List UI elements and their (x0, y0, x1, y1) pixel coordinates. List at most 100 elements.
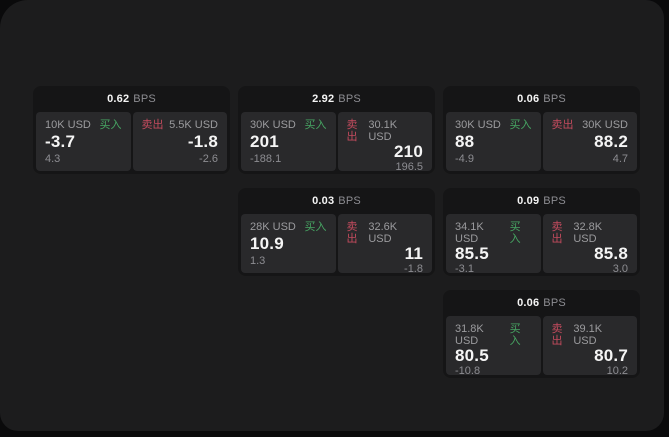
buy-price: 80.5 (455, 346, 489, 365)
quote-panels: 30K USD 买入 201 -188.1 卖出 30.1K USD 210 1… (238, 112, 435, 174)
buy-delta: -4.9 (455, 153, 474, 165)
buy-price: 201 (250, 132, 279, 151)
sell-panel[interactable]: 卖出 32.6K USD 11 -1.8 (337, 214, 432, 275)
sell-amount: 39.1K USD (573, 323, 603, 347)
sell-price: 210 (394, 142, 423, 161)
buy-side-label: 买入 (509, 119, 532, 131)
sell-side-label: 卖出 (346, 221, 358, 245)
bps-unit-label: BPS (543, 195, 566, 207)
sell-panel[interactable]: 卖出 30K USD 88.2 4.7 (542, 112, 637, 171)
sell-delta: 4.7 (612, 153, 628, 165)
sell-price: 88.2 (594, 132, 628, 151)
quote-panels: 10K USD 买入 -3.7 4.3 卖出 5.5K USD -1.8 -2.… (33, 112, 230, 174)
buy-panel[interactable]: 28K USD 买入 10.9 1.3 (241, 214, 336, 273)
sell-panel-header: 卖出 32.8K USD (552, 221, 629, 245)
bps-unit-label: BPS (543, 297, 566, 309)
sell-delta: 196.5 (395, 161, 423, 173)
quote-panels: 30K USD 买入 88 -4.9 卖出 30K USD 88.2 4.7 (443, 112, 640, 174)
quote-card: 0.09 BPS 34.1K USD 买入 85.5 -3.1 卖出 32.8K … (443, 188, 640, 276)
buy-side-label: 买入 (304, 221, 327, 233)
bps-unit-label: BPS (338, 195, 361, 207)
sell-delta: 10.2 (606, 365, 628, 377)
buy-delta: -3.1 (455, 263, 474, 275)
buy-price: 88 (455, 132, 475, 151)
bps-value: 0.62 (107, 93, 130, 105)
card-header: 2.92 BPS (238, 86, 435, 112)
buy-price: 10.9 (250, 234, 284, 253)
buy-amount: 30K USD (455, 119, 501, 131)
sell-panel-header: 卖出 32.6K USD (347, 221, 424, 245)
sell-amount: 32.8K USD (573, 221, 603, 245)
buy-delta: -188.1 (250, 153, 282, 165)
buy-panel[interactable]: 30K USD 买入 88 -4.9 (446, 112, 541, 171)
bps-value: 0.09 (517, 195, 540, 207)
buy-amount: 34.1K USD (455, 221, 484, 245)
buy-panel-header: 34.1K USD 买入 (455, 221, 532, 245)
sell-price: 80.7 (594, 346, 628, 365)
sell-side-label: 卖出 (141, 119, 164, 131)
sell-price: 85.8 (594, 244, 628, 263)
quotes-panel-window: 0.62 BPS 10K USD 买入 -3.7 4.3 卖出 5.5K USD … (0, 0, 664, 431)
sell-panel[interactable]: 卖出 39.1K USD 80.7 10.2 (542, 316, 637, 377)
quote-card: 0.06 BPS 30K USD 买入 88 -4.9 卖出 30K USD 88… (443, 86, 640, 174)
sell-amount: 30K USD (582, 119, 628, 131)
sell-panel[interactable]: 卖出 5.5K USD -1.8 -2.6 (132, 112, 227, 171)
sell-amount: 32.6K USD (368, 221, 398, 245)
sell-delta: -2.6 (199, 153, 218, 165)
quote-panels: 28K USD 买入 10.9 1.3 卖出 32.6K USD 11 -1.8 (238, 214, 435, 276)
buy-panel[interactable]: 31.8K USD 买入 80.5 -10.8 (446, 316, 541, 377)
sell-delta: -1.8 (404, 263, 423, 275)
quote-panels: 31.8K USD 买入 80.5 -10.8 卖出 39.1K USD 80.… (443, 316, 640, 378)
buy-price: 85.5 (455, 244, 489, 263)
sell-side-label: 卖出 (346, 119, 358, 143)
bps-value: 0.06 (517, 297, 540, 309)
buy-panel[interactable]: 30K USD 买入 201 -188.1 (241, 112, 336, 171)
sell-panel-header: 卖出 5.5K USD (142, 119, 219, 131)
buy-amount: 31.8K USD (455, 323, 484, 347)
buy-delta: 1.3 (250, 255, 266, 267)
quote-card: 0.06 BPS 31.8K USD 买入 80.5 -10.8 卖出 39.1K… (443, 290, 640, 378)
sell-amount: 30.1K USD (368, 119, 398, 143)
quote-panels: 34.1K USD 买入 85.5 -3.1 卖出 32.8K USD 85.8… (443, 214, 640, 276)
buy-side-label: 买入 (304, 119, 327, 131)
quote-card: 2.92 BPS 30K USD 买入 201 -188.1 卖出 30.1K U… (238, 86, 435, 174)
sell-price: 11 (404, 244, 423, 263)
buy-panel[interactable]: 34.1K USD 买入 85.5 -3.1 (446, 214, 541, 275)
card-header: 0.06 BPS (443, 86, 640, 112)
buy-amount: 10K USD (45, 119, 91, 131)
buy-panel-header: 30K USD 买入 (455, 119, 532, 131)
buy-price: -3.7 (45, 132, 76, 151)
buy-panel[interactable]: 10K USD 买入 -3.7 4.3 (36, 112, 131, 171)
buy-amount: 30K USD (250, 119, 296, 131)
cards-area: 0.62 BPS 10K USD 买入 -3.7 4.3 卖出 5.5K USD … (33, 86, 640, 378)
buy-side-label: 买入 (509, 323, 521, 347)
card-header: 0.06 BPS (443, 290, 640, 316)
bps-value: 0.06 (517, 93, 540, 105)
bps-unit-label: BPS (133, 93, 156, 105)
card-header: 0.62 BPS (33, 86, 230, 112)
bps-value: 2.92 (312, 93, 335, 105)
bps-unit-label: BPS (543, 93, 566, 105)
buy-side-label: 买入 (509, 221, 521, 245)
buy-panel-header: 30K USD 买入 (250, 119, 327, 131)
sell-side-label: 卖出 (551, 221, 563, 245)
sell-side-label: 卖出 (551, 323, 563, 347)
sell-delta: 3.0 (612, 263, 628, 275)
sell-price: -1.8 (187, 132, 218, 151)
sell-panel[interactable]: 卖出 32.8K USD 85.8 3.0 (542, 214, 637, 275)
sell-panel-header: 卖出 30K USD (552, 119, 629, 131)
bps-value: 0.03 (312, 195, 335, 207)
buy-panel-header: 10K USD 买入 (45, 119, 122, 131)
buy-delta: -10.8 (455, 365, 481, 377)
buy-amount: 28K USD (250, 221, 296, 233)
card-header: 0.09 BPS (443, 188, 640, 214)
sell-side-label: 卖出 (551, 119, 574, 131)
sell-amount: 5.5K USD (169, 119, 218, 131)
sell-panel[interactable]: 卖出 30.1K USD 210 196.5 (337, 112, 432, 173)
quote-card: 0.62 BPS 10K USD 买入 -3.7 4.3 卖出 5.5K USD … (33, 86, 230, 174)
buy-panel-header: 28K USD 买入 (250, 221, 327, 233)
quote-card: 0.03 BPS 28K USD 买入 10.9 1.3 卖出 32.6K USD… (238, 188, 435, 276)
sell-panel-header: 卖出 39.1K USD (552, 323, 629, 347)
bps-unit-label: BPS (338, 93, 361, 105)
